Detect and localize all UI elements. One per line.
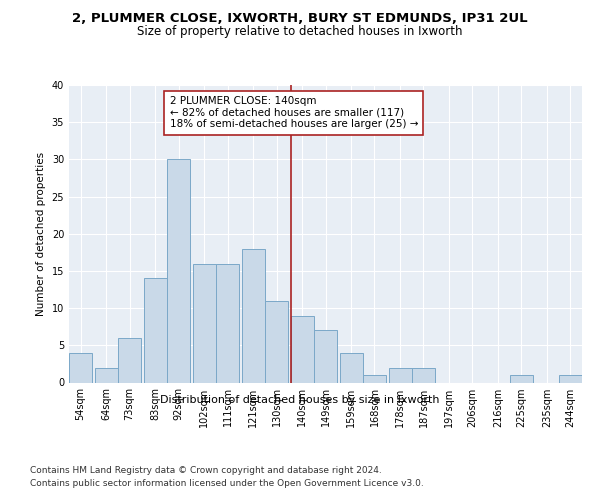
- Bar: [389, 368, 412, 382]
- Bar: [167, 160, 190, 382]
- Bar: [216, 264, 239, 382]
- Bar: [510, 375, 533, 382]
- Bar: [412, 368, 435, 382]
- Text: Contains public sector information licensed under the Open Government Licence v3: Contains public sector information licen…: [30, 478, 424, 488]
- Text: 2 PLUMMER CLOSE: 140sqm
← 82% of detached houses are smaller (117)
18% of semi-d: 2 PLUMMER CLOSE: 140sqm ← 82% of detache…: [170, 96, 418, 130]
- Bar: [290, 316, 314, 382]
- Bar: [363, 375, 386, 382]
- Bar: [95, 368, 118, 382]
- Bar: [242, 248, 265, 382]
- Bar: [193, 264, 216, 382]
- Text: Distribution of detached houses by size in Ixworth: Distribution of detached houses by size …: [160, 395, 440, 405]
- Bar: [314, 330, 337, 382]
- Bar: [69, 353, 92, 382]
- Text: Size of property relative to detached houses in Ixworth: Size of property relative to detached ho…: [137, 25, 463, 38]
- Bar: [265, 300, 288, 382]
- Bar: [340, 353, 363, 382]
- Text: 2, PLUMMER CLOSE, IXWORTH, BURY ST EDMUNDS, IP31 2UL: 2, PLUMMER CLOSE, IXWORTH, BURY ST EDMUN…: [72, 12, 528, 26]
- Bar: [118, 338, 141, 382]
- Y-axis label: Number of detached properties: Number of detached properties: [36, 152, 46, 316]
- Bar: [559, 375, 582, 382]
- Bar: [144, 278, 167, 382]
- Text: Contains HM Land Registry data © Crown copyright and database right 2024.: Contains HM Land Registry data © Crown c…: [30, 466, 382, 475]
